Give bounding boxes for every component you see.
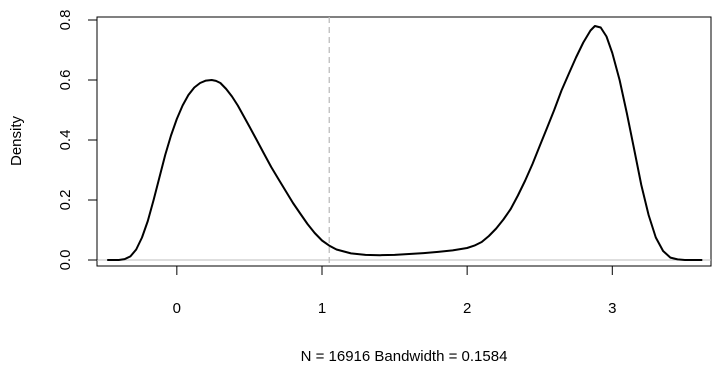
density-curve xyxy=(107,25,703,261)
x-axis-label: N = 16916 Bandwidth = 0.1584 xyxy=(301,348,508,365)
y-tick-label: 0.8 xyxy=(57,10,74,31)
y-axis: 0.0 0.2 0.4 0.6 0.8 xyxy=(57,10,98,271)
y-tick-label: 0.0 xyxy=(57,250,74,271)
x-tick-label: 0 xyxy=(173,300,181,317)
x-tick-label: 1 xyxy=(318,300,326,317)
x-tick-label: 3 xyxy=(608,300,616,317)
y-axis-label: Density xyxy=(8,115,25,166)
x-axis: 0 1 2 3 xyxy=(173,265,616,317)
y-tick-label: 0.4 xyxy=(57,130,74,151)
plot-frame xyxy=(96,16,712,267)
x-tick-label: 2 xyxy=(463,300,471,317)
y-tick-label: 0.2 xyxy=(57,190,74,211)
y-tick-label: 0.6 xyxy=(57,70,74,91)
curve-layer xyxy=(107,25,703,261)
